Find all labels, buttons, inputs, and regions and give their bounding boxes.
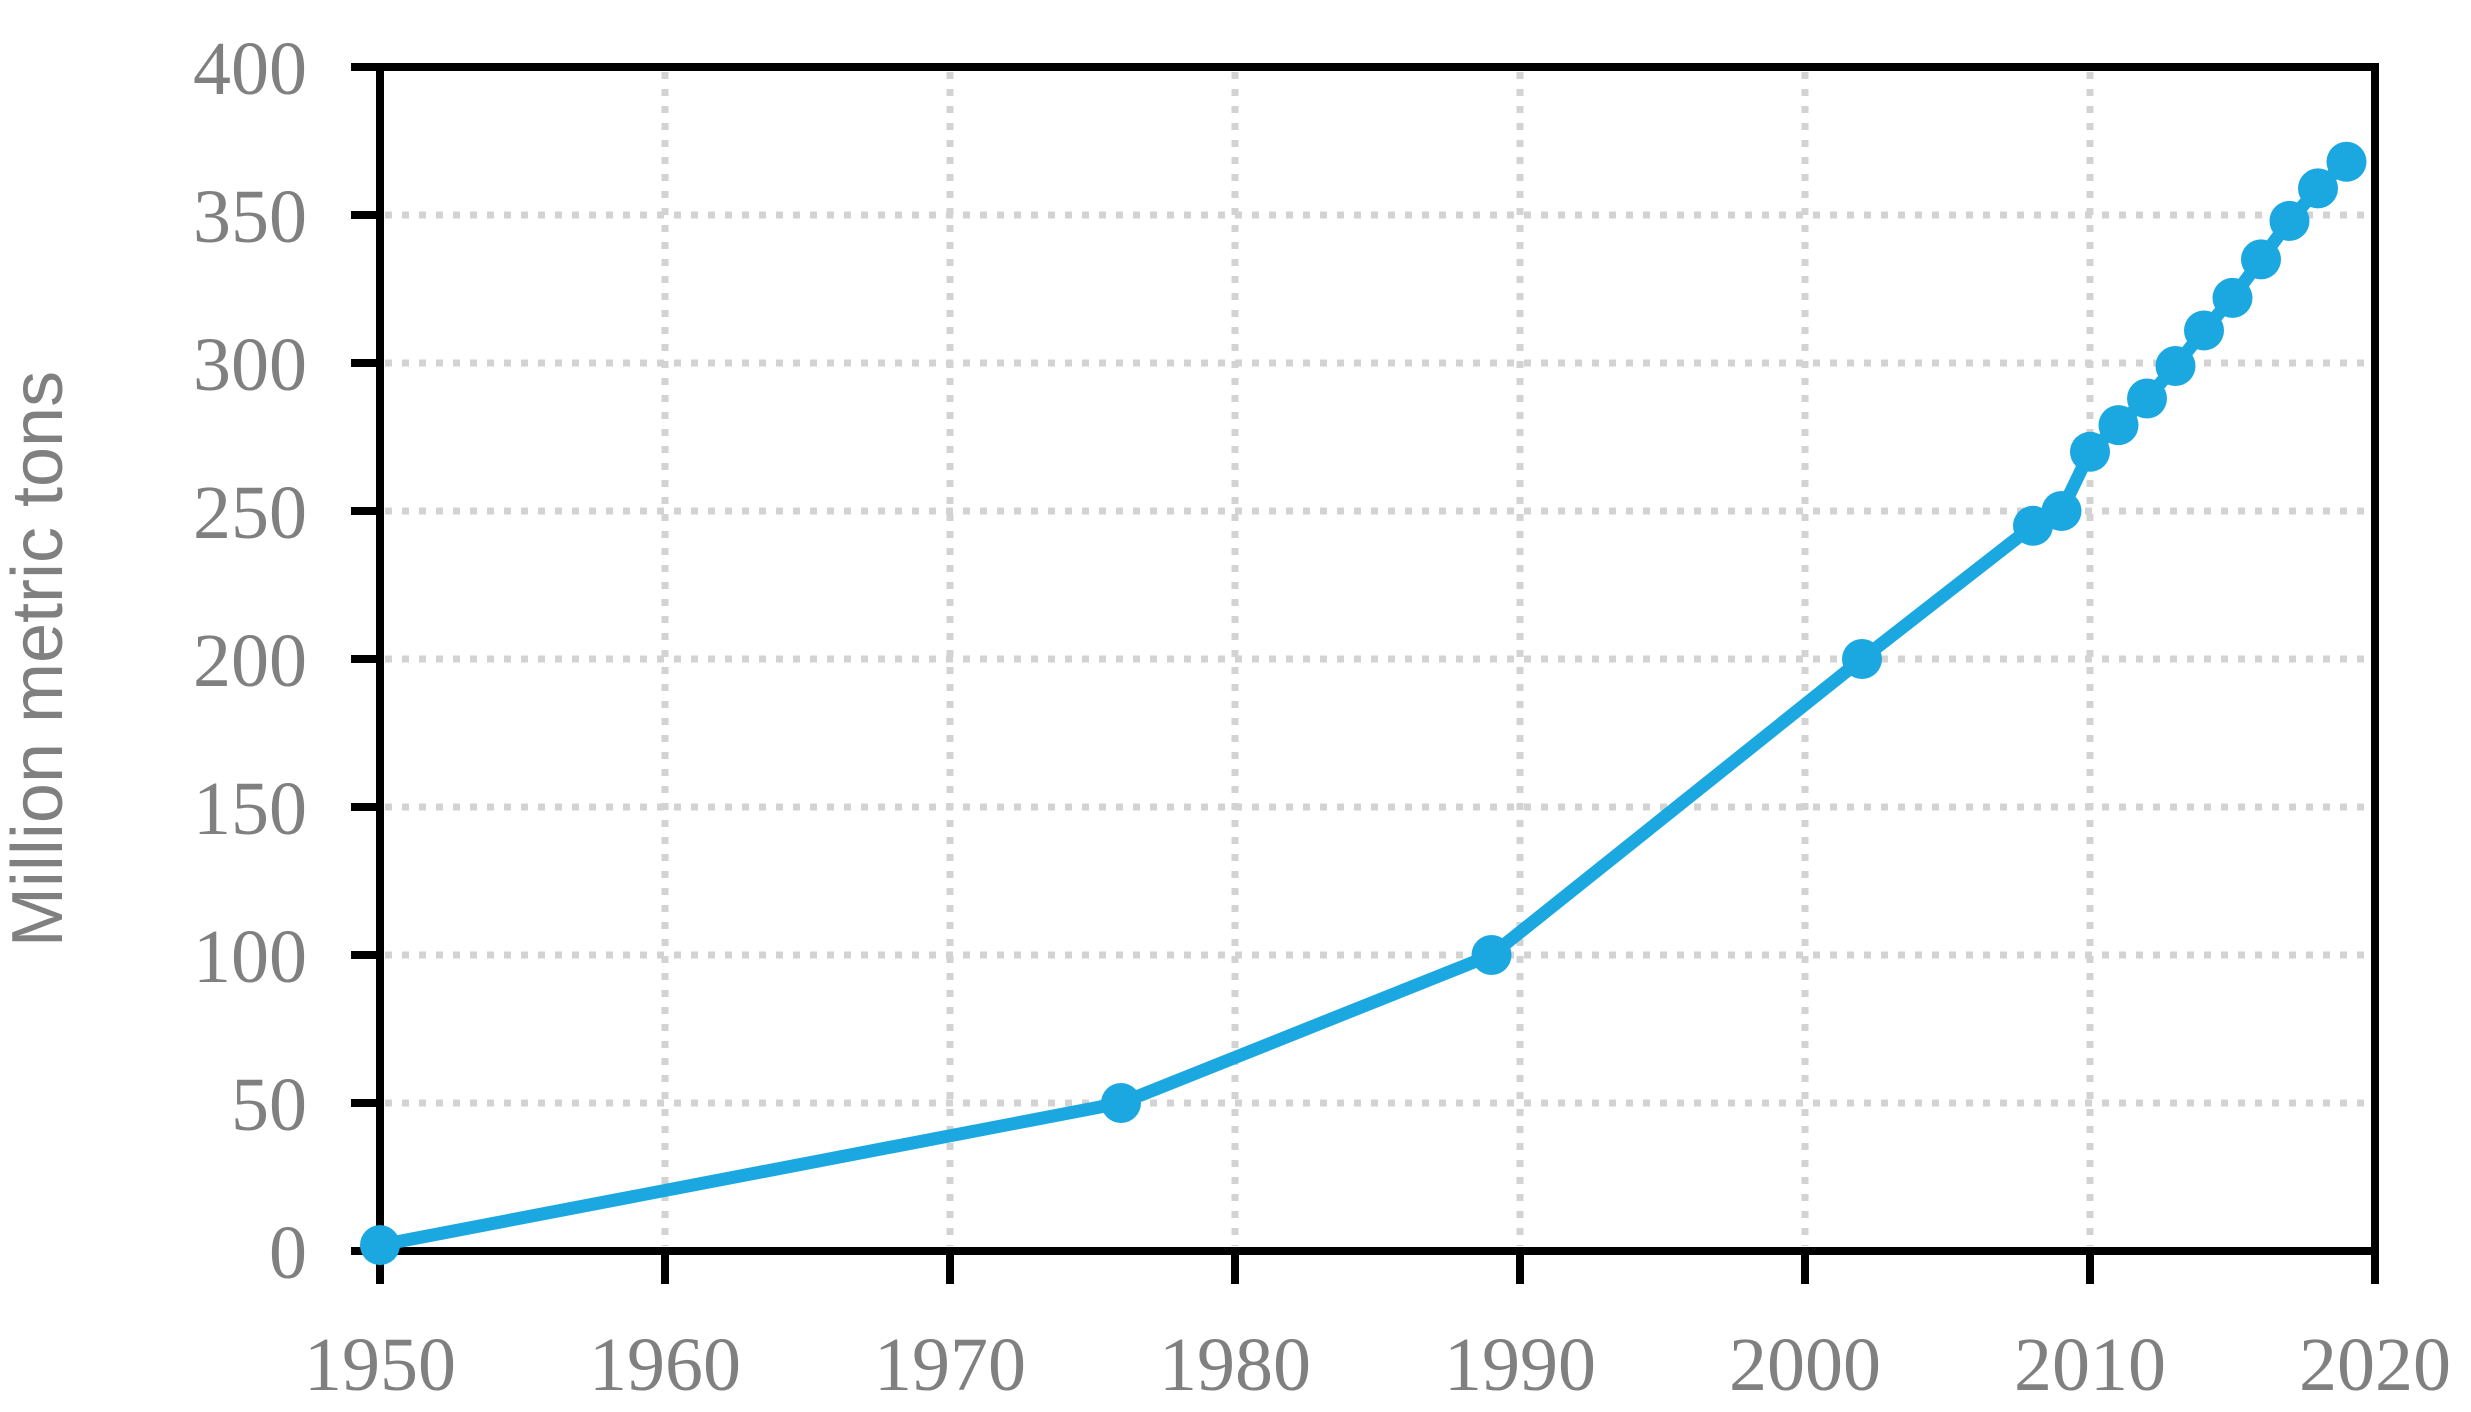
y-tick-label: 100	[193, 915, 307, 999]
data-point	[2070, 431, 2110, 472]
data-point	[2241, 239, 2281, 280]
y-tick-label: 50	[231, 1063, 307, 1147]
data-point	[2098, 405, 2139, 446]
x-tick-label: 2020	[2299, 1323, 2451, 1407]
y-tick-label: 250	[193, 471, 307, 555]
data-point	[2298, 168, 2338, 209]
y-tick-label: 400	[193, 27, 307, 111]
x-tick-label: 1970	[874, 1323, 1026, 1407]
data-point	[2326, 141, 2367, 182]
y-tick-label: 0	[269, 1211, 307, 1295]
data-line	[373, 155, 2353, 1252]
x-tick-label: 2010	[2014, 1323, 2166, 1407]
data-point	[360, 1225, 400, 1266]
data-point	[1842, 639, 1882, 679]
x-tick-label: 1960	[589, 1323, 741, 1407]
y-tick-label: 300	[193, 323, 307, 407]
data-point	[1101, 1083, 1141, 1123]
x-tick-label: 1950	[304, 1323, 456, 1407]
y-tick-label: 350	[193, 175, 307, 259]
y-axis-title: Million metric tons	[0, 371, 78, 947]
y-tick-label: 150	[193, 767, 307, 851]
data-point	[2155, 345, 2196, 386]
data-point	[2127, 378, 2167, 419]
data-point	[2212, 277, 2253, 318]
data-point	[2269, 200, 2310, 241]
plot-border	[376, 63, 2379, 1255]
data-point	[1471, 935, 1512, 975]
x-tick-label: 1990	[1444, 1323, 1596, 1407]
y-tick-label: 200	[193, 619, 307, 703]
data-point	[2041, 491, 2082, 531]
data-point	[2184, 310, 2224, 351]
x-tick-label: 2000	[1729, 1323, 1881, 1407]
x-tick-label: 1980	[1159, 1323, 1311, 1407]
